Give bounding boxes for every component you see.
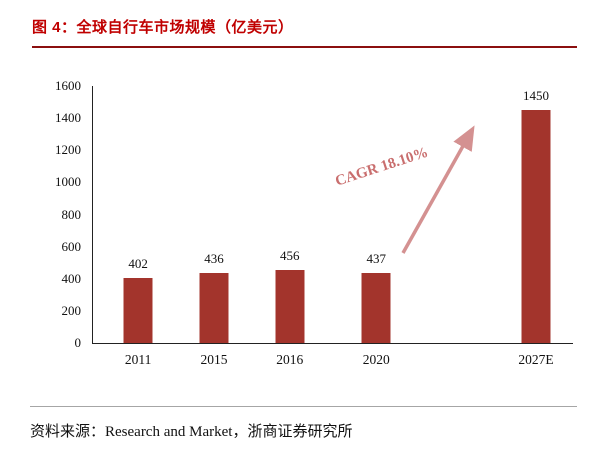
figure-header: 图 4：全球自行车市场规模（亿美元） [32,16,577,48]
x-tick-label: 2015 [200,352,228,367]
bar [361,272,391,343]
bar-value-label: 1450 [523,88,550,104]
bar-slot: 402 2011 [123,86,153,367]
bar [275,269,305,343]
bar [123,278,153,343]
bar [199,272,229,343]
y-tick-label: 1000 [55,174,81,190]
x-tick-label: 2020 [362,352,390,367]
x-tick-label: 2027E [518,352,554,367]
bar-slot: 456 2016 [275,86,305,367]
bar-slot: 436 2015 [199,86,229,367]
y-tick-label: 600 [61,238,82,254]
source-note: 资料来源：Research and Market，浙商证券研究所 [30,406,577,441]
cagr-trend-arrow-icon [401,125,475,254]
bar-slot: 1450 2027E [518,86,553,367]
plot-area: CAGR 18.10% 0 200 400 600 800 1000 1200 1400 160… [55,78,573,367]
y-tick-label: 400 [61,270,82,286]
y-tick-label: 1200 [55,142,81,158]
y-tick-label: 0 [74,335,82,350]
x-tick-label: 2011 [124,352,152,367]
bar [521,110,551,343]
bar-value-label: 437 [366,250,386,266]
bar-value-label: 456 [280,247,300,263]
y-tick-label: 200 [61,302,82,318]
bar-value-label: 436 [204,250,224,266]
y-tick-label: 1600 [55,78,81,93]
y-tick-label: 800 [61,206,82,222]
bar-slot: 437 2020 [361,86,391,367]
figure-title: 图 4：全球自行车市场规模（亿美元） [32,19,294,36]
y-tick-label: 1400 [55,110,81,126]
bar-chart: CAGR 18.10% 0 200 400 600 800 1000 1200 1400 160… [30,64,587,386]
bar-value-label: 402 [128,256,148,272]
x-tick-label: 2016 [276,352,304,367]
